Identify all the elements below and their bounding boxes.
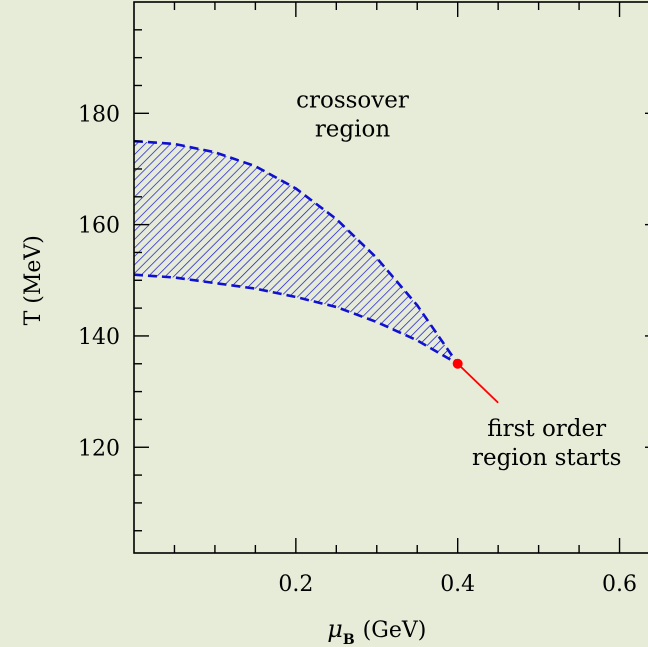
annotation-layer: crossover region first order region starts xyxy=(296,88,621,471)
annotation-line: region starts xyxy=(472,445,621,471)
y-tick-label: 180 xyxy=(78,102,120,127)
critical-point xyxy=(452,358,463,369)
annotation-line: region xyxy=(315,117,391,143)
upper-boundary xyxy=(133,139,459,365)
first-order-line xyxy=(457,363,499,404)
crossover-band-layer xyxy=(133,139,459,365)
tick-label-layer: 0.2 0.4 0.6 120 140 160 180 xyxy=(78,102,637,597)
x-axis-symbol: μ xyxy=(327,615,343,643)
annotation-line: crossover xyxy=(296,88,409,114)
y-axis-label: T (MeV) xyxy=(21,235,46,325)
y-tick-label: 160 xyxy=(78,214,120,239)
x-axis-unit: (GeV) xyxy=(363,618,427,643)
crossover-band xyxy=(134,141,458,364)
x-tick-label: 0.6 xyxy=(602,572,637,597)
x-axis-subscript: B xyxy=(343,632,355,647)
y-tick-label: 120 xyxy=(78,436,120,461)
y-tick-label: 140 xyxy=(78,325,120,350)
x-tick-label: 0.4 xyxy=(440,572,475,597)
first-order-layer xyxy=(452,358,499,404)
x-tick-label: 0.2 xyxy=(278,572,313,597)
annotation-line: first order xyxy=(487,416,606,442)
tick-layer xyxy=(134,2,648,553)
plot-frame xyxy=(133,1,648,554)
x-axis-label: μB (GeV) xyxy=(327,615,426,647)
